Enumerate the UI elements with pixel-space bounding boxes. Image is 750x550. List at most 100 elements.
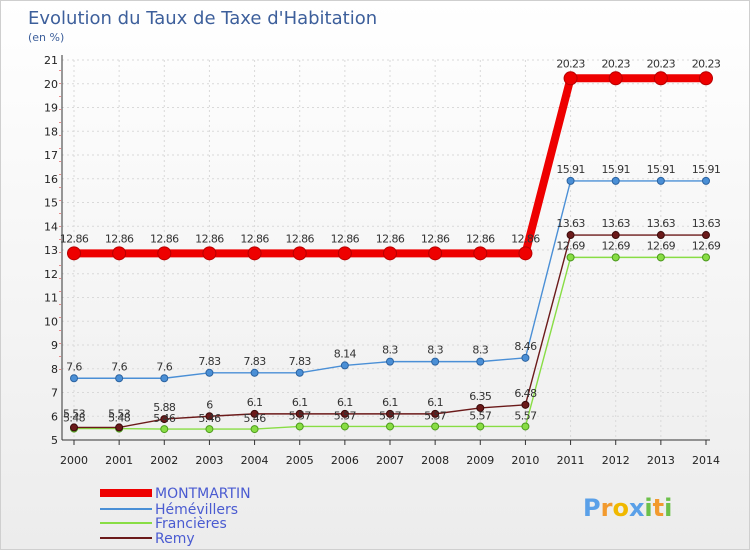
proxiti-logo: Proxiti <box>583 494 672 522</box>
y-tick-label: 6 <box>51 410 58 423</box>
data-point <box>702 231 710 240</box>
data-point <box>160 425 169 434</box>
data-point <box>340 409 349 418</box>
data-label: 12.86 <box>195 232 224 245</box>
data-point <box>476 357 485 366</box>
data-point <box>431 422 440 431</box>
data-label: 13.63 <box>556 217 585 230</box>
data-point <box>205 368 214 377</box>
data-label: 8.3 <box>427 344 443 357</box>
data-point <box>340 422 349 431</box>
data-point <box>608 71 623 86</box>
data-label: 8.14 <box>334 347 357 360</box>
data-point <box>521 422 530 431</box>
data-label: 6.1 <box>337 396 353 409</box>
data-label: 6.1 <box>382 396 398 409</box>
data-point <box>67 246 81 261</box>
y-tick-label: 8 <box>51 363 58 376</box>
data-point <box>70 423 78 432</box>
x-tick-label: 2009 <box>466 454 494 467</box>
data-label: 7.6 <box>111 360 127 373</box>
data-point <box>611 231 620 240</box>
logo-letter: r <box>601 494 613 522</box>
data-point <box>566 231 575 240</box>
x-tick-label: 2006 <box>331 454 359 467</box>
data-label: 8.46 <box>514 340 537 353</box>
data-point <box>521 400 530 409</box>
data-label: 13.63 <box>601 217 630 230</box>
data-point <box>202 246 217 261</box>
y-tick-label: 13 <box>44 244 58 257</box>
data-point <box>656 231 665 240</box>
data-label: 12.86 <box>285 232 314 245</box>
data-label: 6.48 <box>514 387 537 400</box>
data-point <box>292 246 307 261</box>
data-labels: 12.86 12.86 12.86 12.86 12.86 12.86 12.86 12.86… <box>60 57 722 425</box>
chart-title: Evolution du Taux de Taxe d'Habitation <box>28 8 377 29</box>
data-label: 5.57 <box>514 409 537 422</box>
x-tick-label: 2002 <box>150 454 178 467</box>
data-label: 12.86 <box>331 232 360 245</box>
logo-letter: i <box>644 494 652 522</box>
data-label: 5.46 <box>244 412 267 425</box>
y-tick-label: 7 <box>51 387 58 400</box>
logo-letter: t <box>653 494 664 522</box>
y-tick-label: 21 <box>44 54 58 67</box>
logo-letter: o <box>612 494 629 522</box>
data-point <box>205 412 214 421</box>
data-point <box>112 246 127 261</box>
data-point <box>157 246 172 261</box>
data-label: 12.86 <box>466 232 495 245</box>
data-label: 12.69 <box>601 239 630 252</box>
data-point <box>563 71 578 86</box>
data-label: 5.46 <box>198 412 221 425</box>
data-label: 6.35 <box>469 390 492 403</box>
y-tick-label: 12 <box>44 268 58 281</box>
data-label: 12.86 <box>376 232 405 245</box>
data-label: 12.86 <box>150 232 179 245</box>
legend-entry: Hémévillers <box>155 502 238 518</box>
data-label: 13.63 <box>692 217 721 230</box>
logo-letter: P <box>583 494 601 522</box>
data-label: 20.23 <box>647 57 676 70</box>
x-tick-label: 2004 <box>241 454 269 467</box>
data-label: 5.57 <box>334 409 357 422</box>
data-point <box>431 409 440 418</box>
y-tick-label: 10 <box>44 315 58 328</box>
data-label: 20.23 <box>601 57 630 70</box>
data-point <box>250 409 259 418</box>
y-tick-label: 16 <box>44 173 58 186</box>
data-label: 6 <box>206 398 213 411</box>
data-point <box>247 246 262 261</box>
data-point <box>160 374 169 383</box>
data-point <box>473 246 488 261</box>
data-point <box>431 357 440 366</box>
data-label: 20.23 <box>556 57 585 70</box>
logo-letter: x <box>629 494 645 522</box>
data-label: 7.83 <box>289 355 312 368</box>
x-tick-label: 2001 <box>105 454 133 467</box>
data-point <box>340 361 349 370</box>
y-tick-label: 18 <box>44 125 58 138</box>
data-label: 8.3 <box>472 344 488 357</box>
data-label: 5.57 <box>379 409 402 422</box>
data-point <box>702 253 710 262</box>
logo-letter: i <box>664 494 672 522</box>
data-point <box>386 422 394 431</box>
data-label: 5.48 <box>63 412 86 425</box>
x-tick-label: 2003 <box>195 454 223 467</box>
data-label: 12.86 <box>60 232 89 245</box>
data-label: 15.91 <box>647 163 676 176</box>
y-tick-label: 15 <box>44 197 58 210</box>
y-tick-label: 17 <box>44 149 58 162</box>
data-point <box>566 176 575 185</box>
axes: 5 6 7 8 9 10 11 12 13 14 15 16 17 18 19 20 21 2000 2001 200… <box>44 54 720 467</box>
data-label: 12.69 <box>647 239 676 252</box>
data-point <box>566 253 575 262</box>
data-point <box>428 246 443 261</box>
data-point <box>653 71 668 86</box>
